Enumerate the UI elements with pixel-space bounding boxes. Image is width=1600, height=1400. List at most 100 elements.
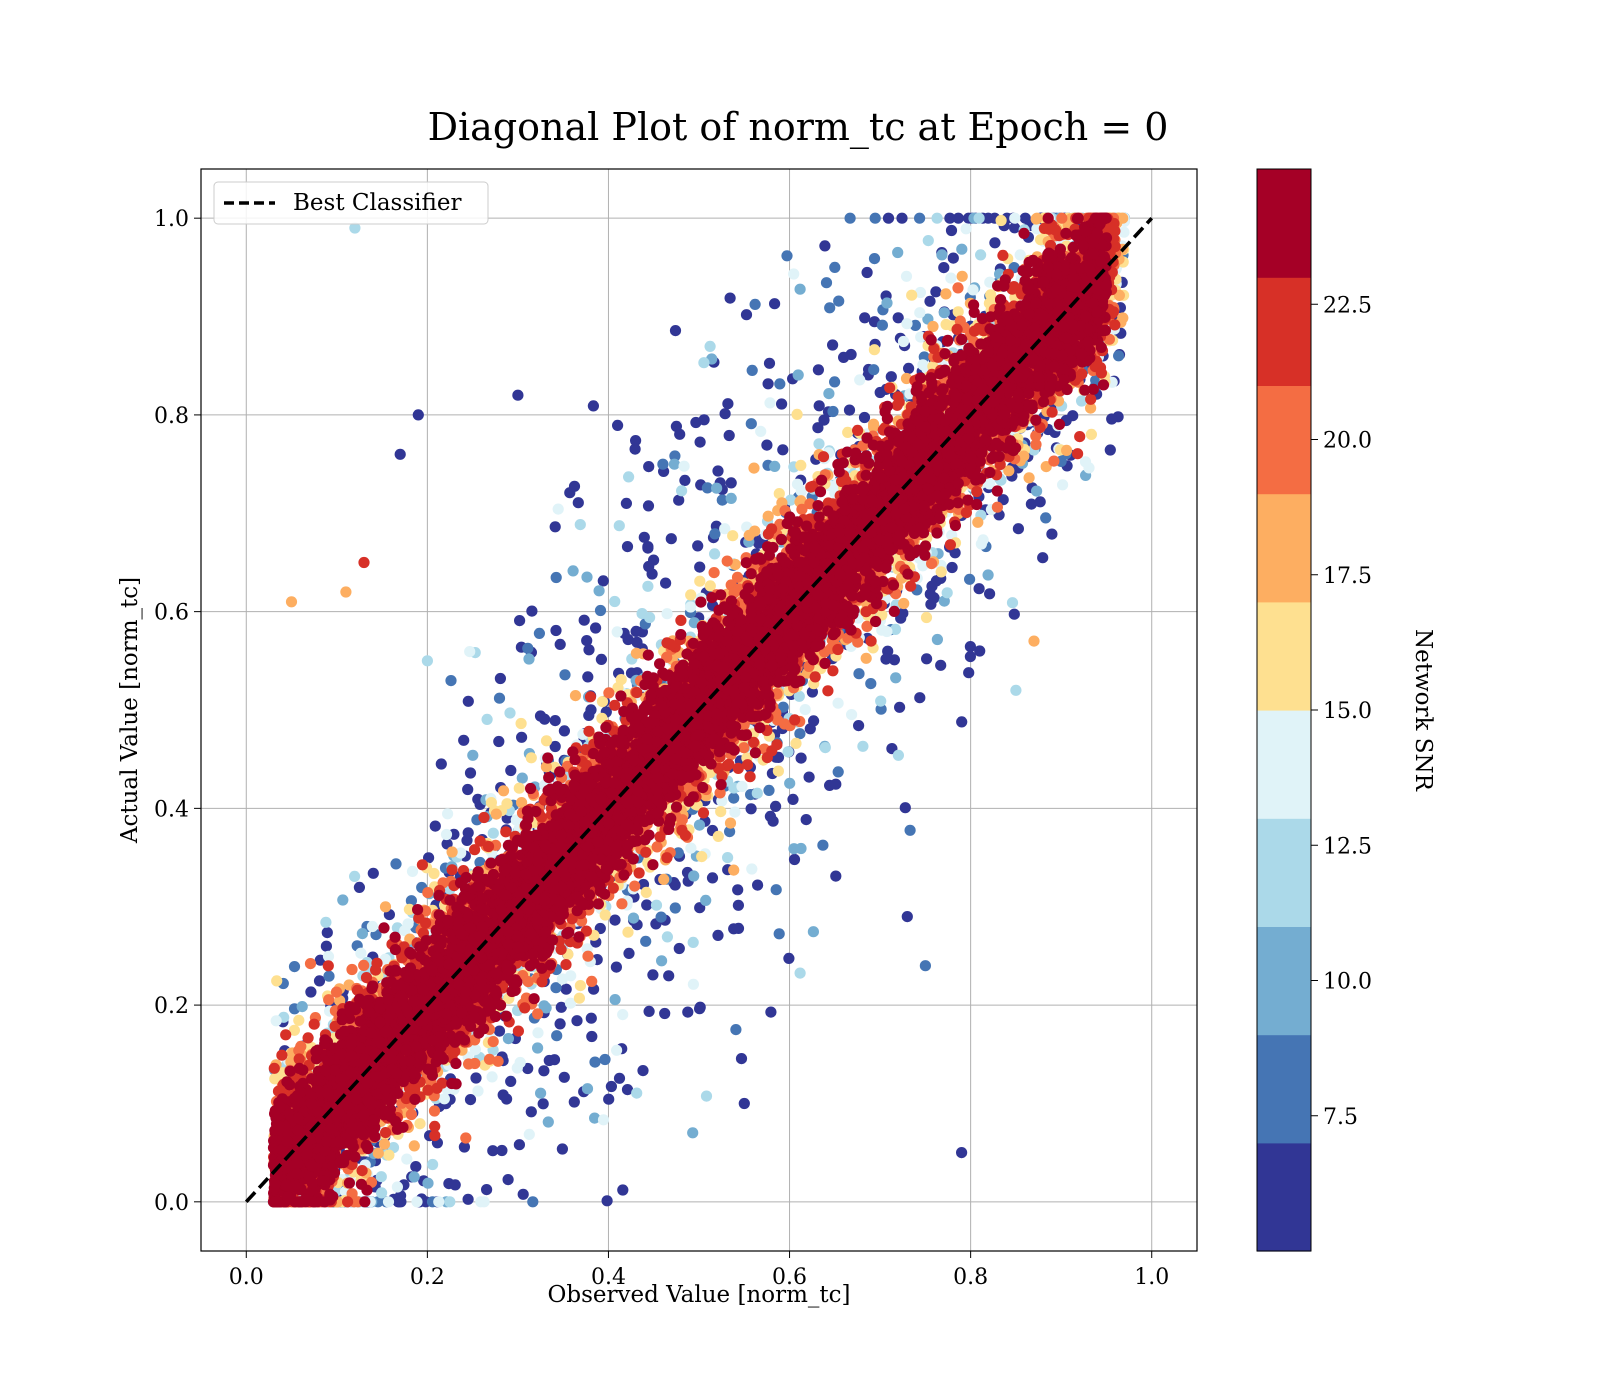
scatter-point xyxy=(917,359,929,371)
scatter-point xyxy=(444,1196,456,1208)
scatter-point xyxy=(914,307,926,319)
scatter-point xyxy=(974,645,986,657)
scatter-point xyxy=(712,929,724,942)
scatter-point xyxy=(558,725,571,737)
scatter-point xyxy=(642,580,654,592)
chart-title: Diagonal Plot of norm_tc at Epoch = 0 xyxy=(428,105,1169,150)
scatter-point xyxy=(770,884,782,896)
scatter-point xyxy=(673,942,685,955)
scatter-point xyxy=(901,318,913,330)
scatter-point xyxy=(788,853,801,866)
scatter-point xyxy=(337,894,349,906)
scatter-point xyxy=(603,1093,615,1105)
scatter-point xyxy=(1057,479,1069,491)
scatter-point xyxy=(597,575,609,587)
scatter-point xyxy=(694,561,706,573)
scatter-point xyxy=(975,249,987,261)
scatter-point xyxy=(643,560,655,573)
scatter-point xyxy=(627,912,640,924)
scatter-point xyxy=(574,980,587,992)
scatter-point xyxy=(623,471,635,483)
scatter-point xyxy=(511,1062,523,1074)
scatter-point xyxy=(812,422,824,434)
scatter-point xyxy=(728,864,740,876)
scatter-point xyxy=(738,1097,750,1110)
scatter-point xyxy=(900,372,913,385)
scatter-point xyxy=(772,765,785,777)
scatter-point xyxy=(406,865,419,878)
scatter-point xyxy=(513,1139,526,1151)
scatter-point xyxy=(984,588,996,600)
scatter-point xyxy=(540,735,553,747)
scatter-point xyxy=(472,793,484,805)
scatter-point xyxy=(854,374,866,386)
scatter-point xyxy=(478,1196,490,1208)
scatter-point xyxy=(763,784,775,797)
scatter-point xyxy=(514,615,526,627)
scatter-point xyxy=(470,1072,482,1084)
scatter-point xyxy=(716,494,728,506)
scatter-point xyxy=(765,1006,777,1018)
scatter-point xyxy=(869,212,881,224)
scatter-point xyxy=(504,707,516,719)
scatter-point xyxy=(995,214,1007,227)
scatter-point xyxy=(462,1193,474,1205)
scatter-point xyxy=(502,1174,514,1186)
scatter-point xyxy=(931,212,943,224)
scatter-point xyxy=(920,611,933,624)
scatter-point xyxy=(899,802,911,814)
scatter-point xyxy=(745,803,757,815)
scatter-point xyxy=(472,1085,484,1097)
scatter-point xyxy=(784,777,796,789)
scatter-point xyxy=(609,914,621,926)
scatter-point xyxy=(982,569,994,581)
scatter-point xyxy=(725,492,737,504)
scatter-point xyxy=(722,852,734,864)
scatter-point xyxy=(926,580,938,592)
scatter-point xyxy=(568,480,581,492)
scatter-point xyxy=(390,858,402,870)
scatter-point xyxy=(698,414,710,426)
scatter-point xyxy=(900,270,913,282)
scatter-point xyxy=(940,318,952,331)
scatter-point xyxy=(819,240,831,252)
scatter-point xyxy=(892,749,905,761)
scatter-point xyxy=(391,1181,403,1193)
scatter-point xyxy=(552,503,564,515)
scatter-point xyxy=(711,482,723,494)
scatter-point xyxy=(964,641,977,653)
scatter-point xyxy=(668,458,681,470)
scatter-point xyxy=(977,534,989,546)
scatter-point xyxy=(630,647,643,659)
scatter-point xyxy=(963,667,975,679)
scatter-point xyxy=(813,438,825,450)
scatter-point xyxy=(767,815,779,827)
scatter-point xyxy=(898,597,910,610)
scatter-point xyxy=(794,283,806,295)
scatter-point xyxy=(428,867,440,880)
scatter-point xyxy=(830,870,842,882)
scatter-point xyxy=(599,909,611,921)
scatter-point xyxy=(685,842,697,854)
scatter-point xyxy=(936,249,948,261)
scatter-point xyxy=(1113,289,1125,301)
scatter-point xyxy=(820,277,833,289)
scatter-point xyxy=(1085,402,1097,414)
scatter-point xyxy=(349,870,361,883)
scatter-point xyxy=(535,1087,547,1099)
scatter-point xyxy=(323,970,335,982)
scatter-point xyxy=(889,623,902,636)
scatter-point xyxy=(623,947,635,960)
scatter-point xyxy=(1006,597,1019,609)
scatter-point xyxy=(868,253,881,265)
scatter-point xyxy=(408,1140,420,1152)
scatter-point xyxy=(842,426,854,438)
scatter-point xyxy=(527,1196,539,1208)
scatter-point xyxy=(532,1027,544,1039)
scatter-point xyxy=(903,362,915,374)
scatter-point xyxy=(791,478,804,490)
scatter-point xyxy=(960,223,972,235)
scatter-point xyxy=(762,378,774,390)
scatter-point xyxy=(1031,485,1043,497)
scatter-point xyxy=(783,952,795,965)
